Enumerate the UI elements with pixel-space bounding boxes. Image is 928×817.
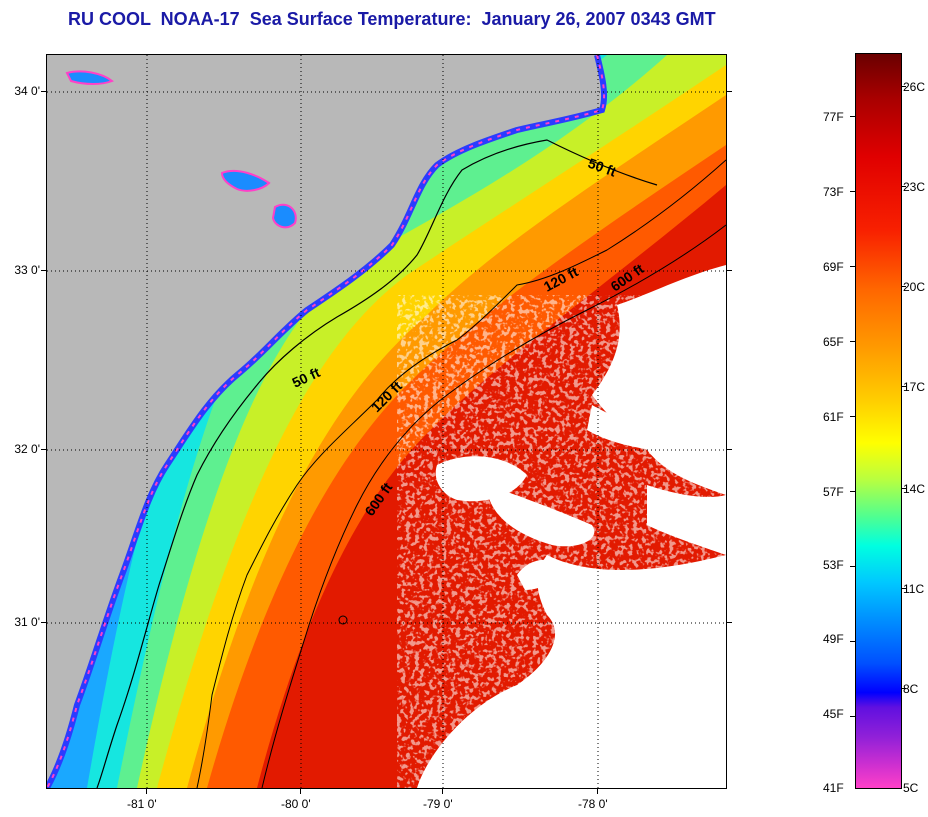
colorbar-tick-f: [850, 566, 855, 567]
lat-tick: [726, 270, 732, 271]
colorbar-label-f: 69F: [823, 260, 844, 274]
lon-tick: [146, 788, 147, 794]
colorbar-tick-c: [901, 286, 906, 287]
colorbar-label-f: 49F: [823, 632, 844, 646]
temperature-colorbar: [855, 53, 902, 789]
contour-120ft: [196, 159, 726, 788]
colorbar-label-f: 65F: [823, 335, 844, 349]
colorbar-tick-c: [901, 488, 906, 489]
lat-tick: [726, 622, 732, 623]
colorbar-tick-f: [850, 491, 855, 492]
inland-lake: [65, 70, 114, 85]
lat-tick: [41, 449, 47, 450]
colorbar-label-f: 73F: [823, 185, 844, 199]
colorbar-tick-c: [901, 386, 906, 387]
lat-tick: [41, 91, 47, 92]
sst-map[interactable]: 50 ft 50 ft 120 ft 120 ft 600 ft 600 ft: [46, 54, 727, 789]
colorbar-tick-c: [901, 688, 906, 689]
colorbar-label-c: 8C: [903, 682, 919, 696]
cloud-speckle: [397, 295, 726, 788]
land-mass: [47, 55, 605, 788]
lon-tick: [442, 788, 443, 794]
lat-label-31: 31 0': [14, 615, 40, 629]
lat-tick: [41, 622, 47, 623]
lon-tick: [597, 788, 598, 794]
lon-tick: [300, 788, 301, 794]
lat-tick: [41, 270, 47, 271]
colorbar-label-f: 61F: [823, 410, 844, 424]
contour-50ft: [96, 139, 658, 788]
colorbar-tick-f: [850, 116, 855, 117]
lon-label-78: -78 0': [578, 797, 608, 811]
station-marker[interactable]: [338, 615, 348, 625]
colorbar-label-c: 17C: [903, 380, 926, 394]
lon-label-80: -80 0': [281, 797, 311, 811]
colorbar-tick-f: [850, 341, 855, 342]
lon-label-79: -79 0': [423, 797, 453, 811]
depth-contours: [96, 139, 726, 788]
colorbar-label-f: 53F: [823, 558, 844, 572]
colorbar-label-c: 5C: [903, 781, 919, 795]
lat-tick: [726, 91, 732, 92]
colorbar-tick-f: [850, 716, 855, 717]
colorbar-tick-f: [850, 191, 855, 192]
inland-lake: [271, 203, 297, 229]
colorbar-tick-c: [901, 186, 906, 187]
colorbar-tick-f: [850, 416, 855, 417]
coastline-edge: [47, 55, 606, 788]
lon-label-81: -81 0': [127, 797, 157, 811]
colorbar-label-c: 26C: [903, 80, 926, 94]
lat-tick: [726, 449, 732, 450]
colorbar-tick-f: [850, 641, 855, 642]
map-title: RU COOL NOAA-17 Sea Surface Temperature:…: [68, 9, 716, 29]
colorbar-label-f: 45F: [823, 707, 844, 721]
colorbar-tick-c: [901, 588, 906, 589]
sst-map-canvas: 50 ft 50 ft 120 ft 120 ft 600 ft 600 ft: [47, 55, 726, 788]
lat-label-32: 32 0': [14, 442, 40, 456]
colorbar-label-c: 23C: [903, 180, 926, 194]
inland-lake: [220, 169, 271, 192]
lat-label-33: 33 0': [14, 263, 40, 277]
colorbar-label-f: 77F: [823, 110, 844, 124]
colorbar-label-c: 11C: [903, 582, 925, 596]
colorbar-tick-c: [901, 86, 906, 87]
colorbar-label-f: 57F: [823, 485, 844, 499]
colorbar-label-c: 14C: [903, 482, 926, 496]
colorbar-label-c: 20C: [903, 280, 926, 294]
colorbar-tick-f: [850, 266, 855, 267]
contour-600ft: [261, 224, 726, 788]
lat-label-34: 34 0': [14, 84, 40, 98]
colorbar-label-f: 41F: [823, 781, 844, 795]
